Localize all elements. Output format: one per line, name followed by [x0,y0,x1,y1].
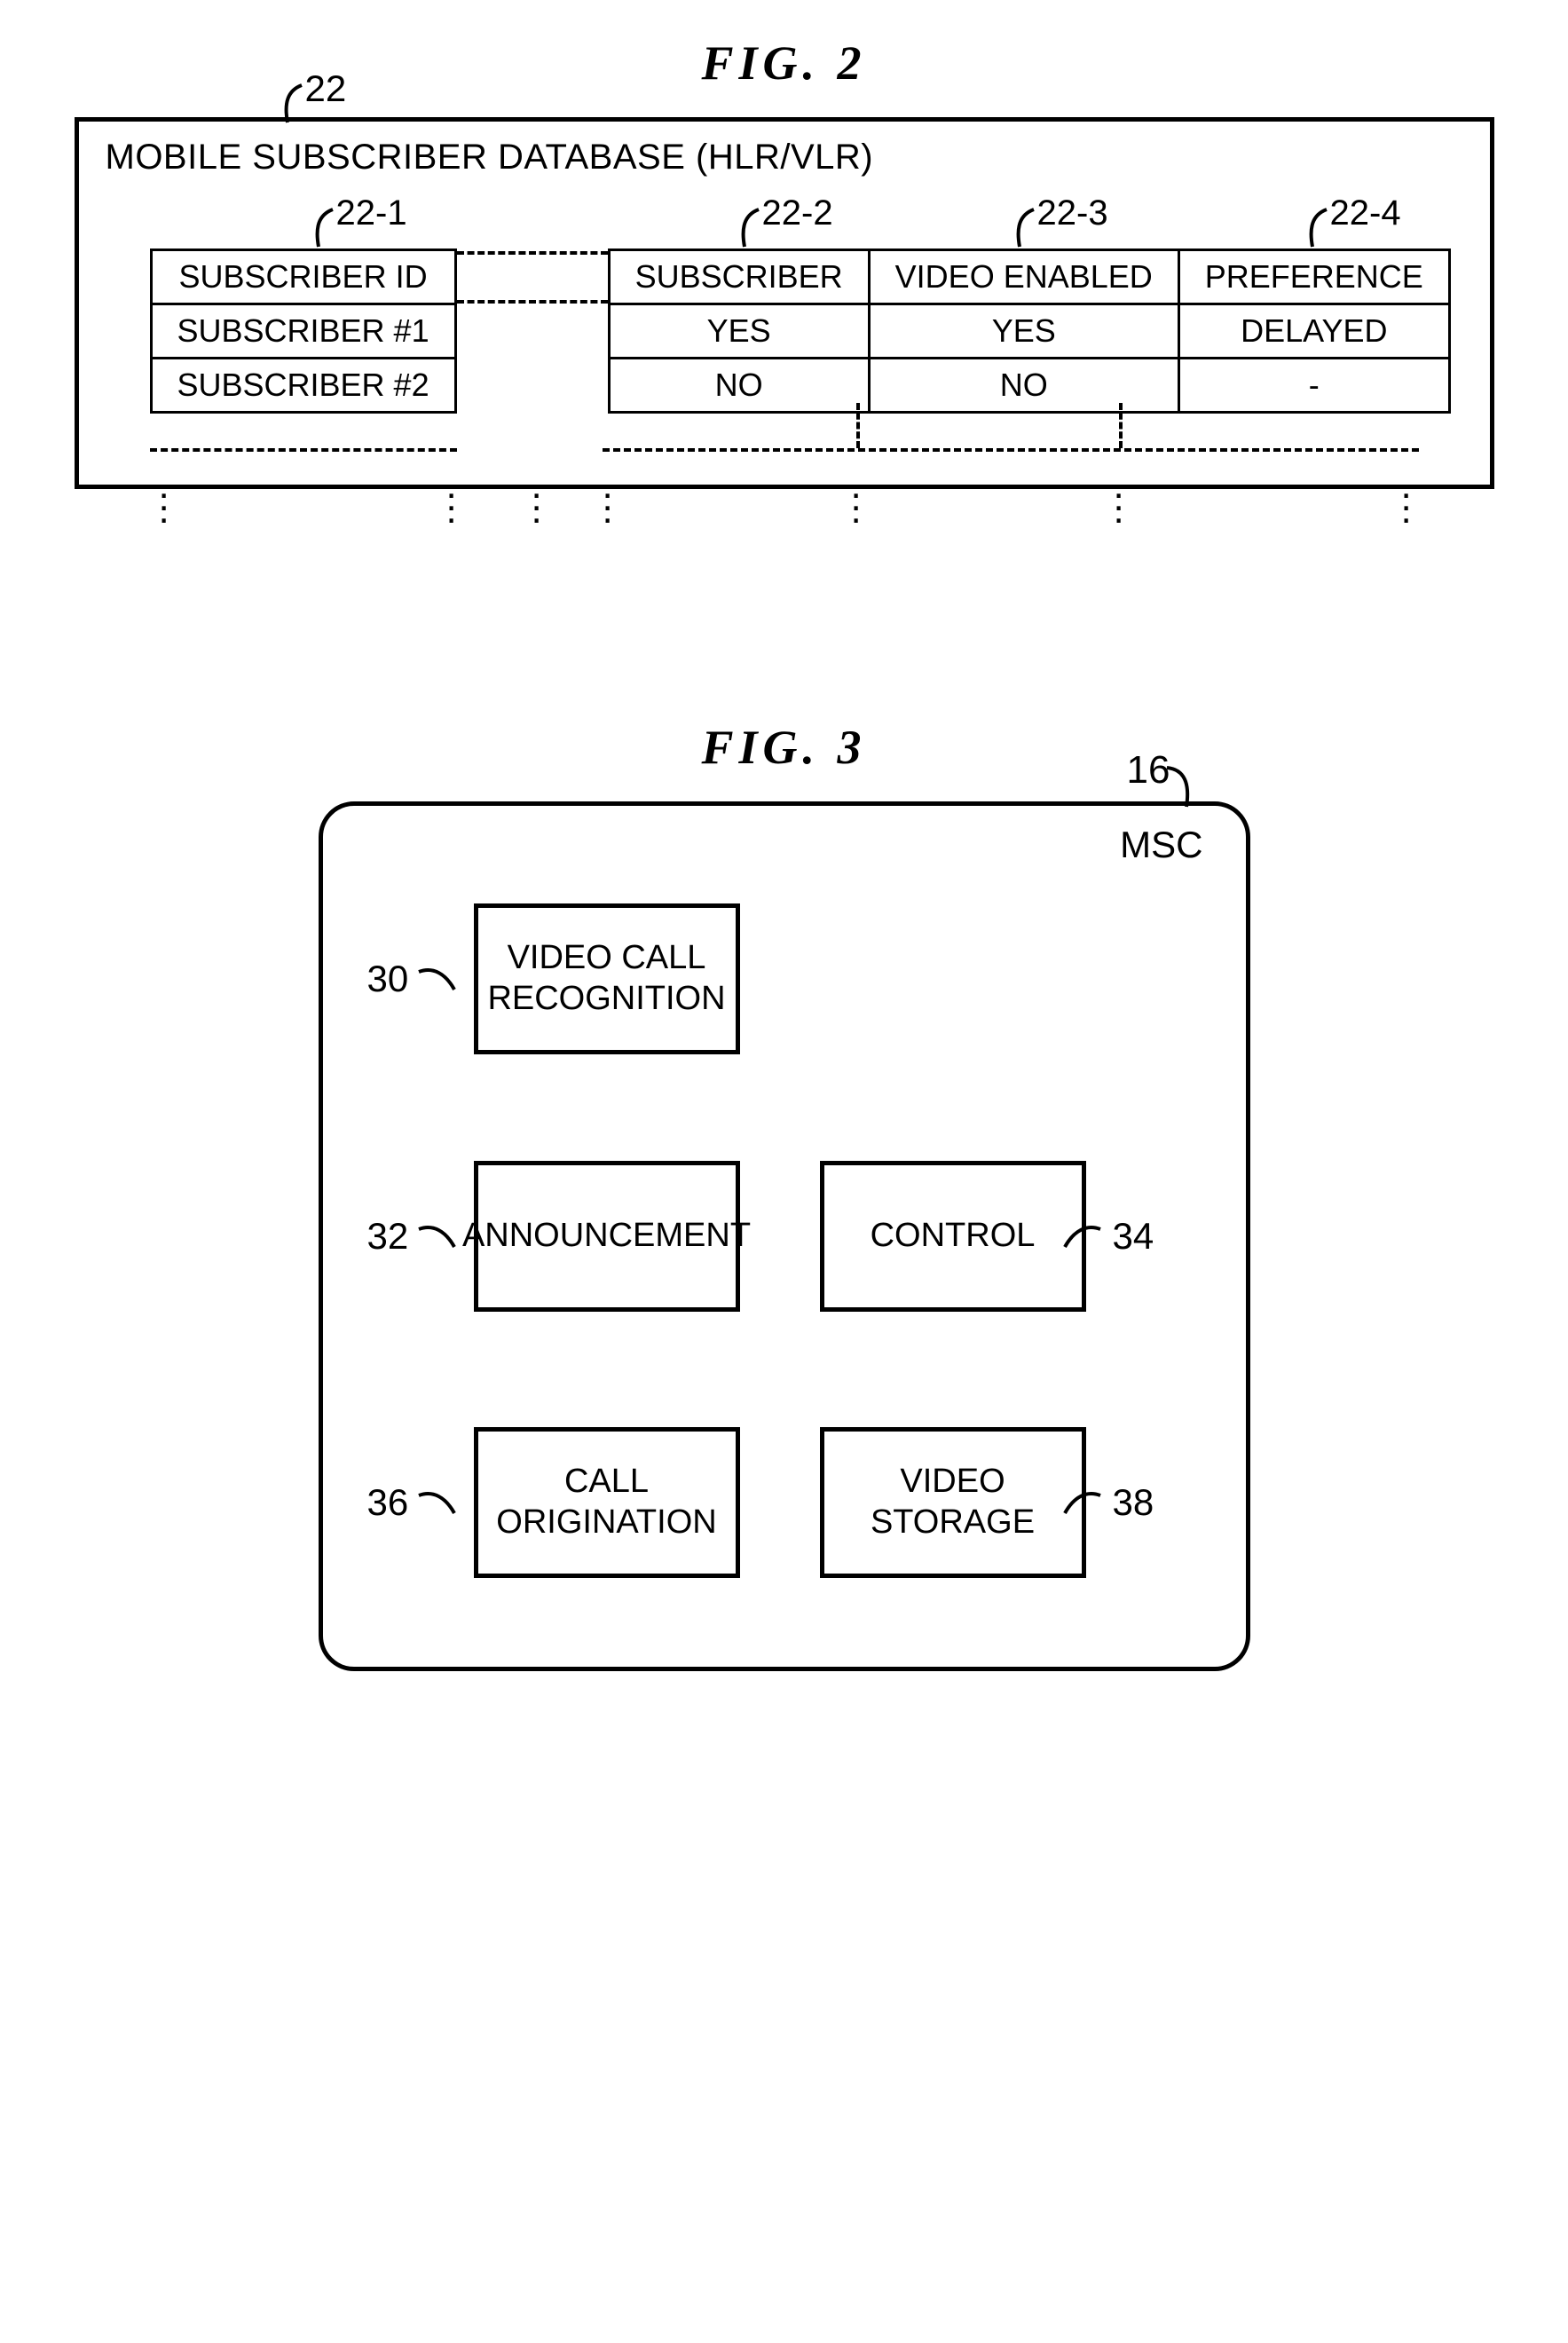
fig2-tables: 22-1 22-2 22-3 22-4 SUBSCRIBER ID SUBSCR… [106,248,1463,414]
msc-module: ANNOUNCEMENT [474,1161,740,1312]
table-gap [457,248,608,414]
msc-module: CALLORIGINATION [474,1427,740,1578]
vertical-ellipsis-icon: ... [851,479,862,517]
fig2-box-ref-text: 22 [305,67,347,109]
dashed-line [150,448,457,452]
module-ref: 32 [367,1215,409,1258]
leader-hook-icon [415,1220,458,1256]
table-cell: SUBSCRIBER #2 [151,359,455,413]
table-cell: YES [609,304,869,359]
table-header: VIDEO ENABLED [869,250,1178,304]
msc-module: VIDEOSTORAGE [820,1427,1086,1578]
module-ref-text: 38 [1113,1481,1154,1523]
leader-hook-icon [415,1487,458,1522]
fig2-container: 22 MOBILE SUBSCRIBER DATABASE (HLR/VLR) … [75,117,1494,489]
msc-box: MSC VIDEO CALLRECOGNITION 30 ANNOUNCEMENT 3… [319,801,1250,1671]
fig3-container: 16 MSC VIDEO CALLRECOGNITION30ANNOUNCEME… [319,801,1250,1671]
msc-module: CONTROL [820,1161,1086,1312]
fig3-title: FIG. 3 [18,720,1550,775]
col-ref-text: 22-2 [762,193,833,233]
col-ref-22-2: 22-2 [762,193,833,233]
table-header: SUBSCRIBER ID [151,250,455,304]
table-header: SUBSCRIBER [609,250,869,304]
module-ref-text: 32 [367,1215,409,1257]
module-ref-text: 34 [1113,1215,1154,1257]
table-cell: NO [609,359,869,413]
table-cell: NO [869,359,1178,413]
vertical-ellipsis-icon: ... [446,479,457,517]
col-ref-text: 22-4 [1330,193,1401,233]
table-header: PREFERENCE [1178,250,1449,304]
dashed-line [1119,403,1123,448]
subscriber-attrs-table: SUBSCRIBER VIDEO ENABLED PREFERENCE YES … [608,248,1451,414]
vertical-ellipsis-icon: ... [159,479,169,517]
leader-hook-icon [1061,1487,1104,1522]
col-ref-22-1: 22-1 [336,193,407,233]
col-ref-text: 22-3 [1037,193,1108,233]
fig2-box-ref: 22 [305,67,347,110]
module-ref: 36 [367,1481,409,1524]
module-ref-text: 30 [367,958,409,999]
fig3-box-ref: 16 [1127,748,1170,793]
col-ref-text: 22-1 [336,193,407,233]
fig2-title: FIG. 2 [18,36,1550,91]
leader-hook-icon [732,208,768,252]
module-ref: 30 [367,958,409,1000]
vertical-ellipsis-icon: ... [1114,479,1124,517]
col-ref-22-3: 22-3 [1037,193,1108,233]
table-cell: - [1178,359,1449,413]
module-ref: 38 [1107,1481,1154,1524]
msc-module: VIDEO CALLRECOGNITION [474,903,740,1054]
leader-hook-icon [1061,1220,1104,1256]
leader-hook-icon [1007,208,1043,252]
vertical-ellipsis-icon: ... [532,479,542,517]
table-cell: YES [869,304,1178,359]
vertical-ellipsis-icon: ... [603,479,613,517]
dashed-line [457,300,608,304]
table-cell: SUBSCRIBER #1 [151,304,455,359]
subscriber-id-table: SUBSCRIBER ID SUBSCRIBER #1 SUBSCRIBER #… [150,248,457,414]
leader-hook-icon [1300,208,1336,252]
fig2-caption: MOBILE SUBSCRIBER DATABASE (HLR/VLR) [106,138,1463,178]
module-ref-text: 36 [367,1481,409,1523]
dashed-line [457,251,608,255]
col-ref-22-4: 22-4 [1330,193,1401,233]
table-cell: DELAYED [1178,304,1449,359]
dashed-line [603,448,1419,452]
fig3-caption: MSC [1120,824,1202,866]
fig2-database-box: MOBILE SUBSCRIBER DATABASE (HLR/VLR) 22-… [75,117,1494,489]
module-ref: 34 [1107,1215,1154,1258]
leader-hook-icon [415,963,458,998]
dashed-line [856,403,860,448]
vertical-ellipsis-icon: ... [1401,479,1412,517]
leader-hook-icon [306,208,342,252]
